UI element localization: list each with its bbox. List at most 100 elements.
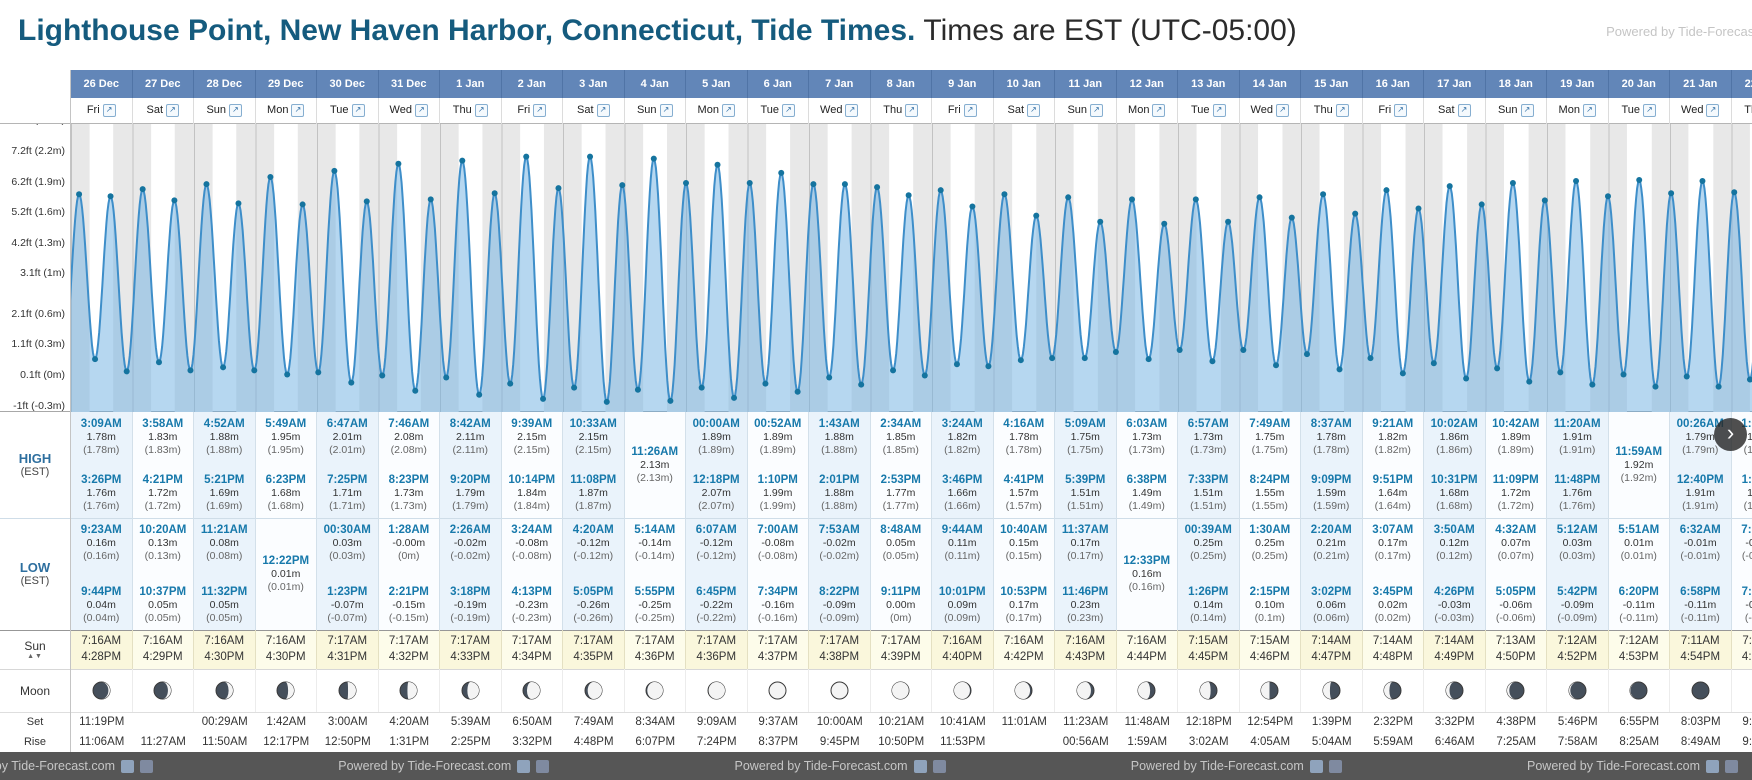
date-header-cell[interactable]: 1 Jan [440, 70, 502, 98]
date-header-cell[interactable]: 4 Jan [624, 70, 686, 98]
expand-day-icon[interactable]: ↗ [474, 104, 488, 117]
date-header-cell[interactable]: 20 Jan [1608, 70, 1670, 98]
expand-day-icon[interactable]: ↗ [414, 104, 428, 117]
tide-height: 2.07m [701, 487, 731, 499]
date-header-cell[interactable]: 12 Jan [1116, 70, 1178, 98]
tide-height-alt: (0m) [397, 550, 420, 562]
tide-height: 0.09m [947, 599, 977, 611]
expand-day-icon[interactable]: ↗ [1457, 104, 1471, 117]
expand-day-icon[interactable]: ↗ [963, 104, 977, 117]
date-header-cell[interactable]: 10 Jan [993, 70, 1055, 98]
date-header-cell[interactable]: 5 Jan [686, 70, 748, 98]
expand-day-icon[interactable]: ↗ [1520, 104, 1534, 117]
social-icon[interactable] [1309, 759, 1323, 773]
date-header-cell[interactable]: 17 Jan [1424, 70, 1486, 98]
date-header-cell[interactable]: 7 Jan [809, 70, 871, 98]
video-icon[interactable] [536, 759, 550, 773]
expand-day-icon[interactable]: ↗ [533, 104, 547, 117]
tide-height: 1.68m [271, 487, 301, 499]
moonset-cell: 5:39AM [440, 712, 502, 732]
sunset-time: 4:36PM [696, 651, 737, 663]
tide-time: 4:41PM [1003, 474, 1044, 486]
expand-day-icon[interactable]: ↗ [1394, 104, 1408, 117]
expand-day-icon[interactable]: ↗ [721, 104, 735, 117]
expand-day-icon[interactable]: ↗ [1027, 104, 1040, 117]
tide-time: 2:21PM [388, 586, 429, 598]
video-icon[interactable] [1328, 759, 1342, 773]
date-header-cell[interactable]: 19 Jan [1547, 70, 1609, 98]
expand-day-icon[interactable]: ↗ [1212, 104, 1226, 117]
date-header-cell[interactable]: 9 Jan [932, 70, 994, 98]
social-icon[interactable] [121, 759, 134, 773]
tide-height-alt: (0.23m) [1067, 612, 1104, 624]
next-days-button[interactable]: › [1714, 418, 1747, 451]
video-icon[interactable] [1725, 759, 1738, 773]
tide-height-alt: (-0.07m) [327, 612, 368, 624]
tide-height: -0.12m [576, 537, 610, 549]
date-header-cell[interactable]: 13 Jan [1178, 70, 1240, 98]
moonset-cell: 4:38PM [1485, 712, 1547, 732]
sunrise-time: 7:17AM [327, 635, 368, 647]
high-tide-cell: 3:58AM 1.83m (1.83m) 4:21PM 1.72m (1.72m) [132, 412, 194, 518]
weekday-cell: Sat ↗ [563, 98, 625, 124]
sunrise-time: 7:12AM [1618, 635, 1659, 647]
sun-times-cell: 7:16AM 4:30PM [255, 630, 317, 669]
date-header-cell[interactable]: 16 Jan [1362, 70, 1424, 98]
expand-day-icon[interactable]: ↗ [845, 104, 859, 117]
tide-height-alt: (0.08m) [206, 550, 243, 562]
sun-times-cell: 7:17AM 4:36PM [624, 630, 686, 669]
tide-height-alt: (-0.11m) [1619, 612, 1659, 624]
date-header-cell[interactable]: 3 Jan [563, 70, 625, 98]
expand-day-icon[interactable]: ↗ [1152, 104, 1166, 117]
tide-height-alt: (-0.15m) [388, 612, 429, 624]
date-header-cell[interactable]: 26 Dec [71, 70, 133, 98]
date-header-cell[interactable]: 11 Jan [1055, 70, 1117, 98]
date-header-cell[interactable]: 15 Jan [1301, 70, 1363, 98]
expand-day-icon[interactable]: ↗ [659, 104, 673, 117]
expand-day-icon[interactable]: ↗ [1090, 104, 1104, 117]
expand-day-icon[interactable]: ↗ [596, 104, 610, 117]
date-header-cell[interactable]: 29 Dec [255, 70, 317, 98]
video-icon[interactable] [140, 759, 153, 773]
date-header-cell[interactable]: 27 Dec [132, 70, 194, 98]
tide-height: -0.10m [1745, 599, 1752, 611]
moon-phase-cell [1608, 669, 1670, 712]
date-header-cell[interactable]: 6 Jan [747, 70, 809, 98]
video-icon[interactable] [932, 759, 946, 773]
date-header-cell[interactable]: 2 Jan [501, 70, 563, 98]
sunrise-time: 7:11AM [1742, 635, 1752, 647]
expand-day-icon[interactable]: ↗ [291, 104, 305, 117]
date-header-cell[interactable]: 14 Jan [1239, 70, 1301, 98]
expand-day-icon[interactable]: ↗ [1582, 104, 1596, 117]
expand-day-icon[interactable]: ↗ [782, 104, 796, 117]
expand-day-icon[interactable]: ↗ [351, 104, 365, 117]
expand-day-icon[interactable]: ↗ [1706, 104, 1720, 117]
date-header-cell[interactable]: 18 Jan [1485, 70, 1547, 98]
date-header-cell[interactable]: 21 Jan [1670, 70, 1732, 98]
sunset-time: 4:37PM [757, 651, 798, 663]
expand-day-icon[interactable]: ↗ [905, 104, 919, 117]
expand-day-icon[interactable]: ↗ [1275, 104, 1289, 117]
tide-events: 1:43AM 1.88m (1.88m) 2:01PM 1.88m (1.88m) [809, 412, 870, 518]
tide-height: 0.05m [886, 537, 916, 549]
date-header-cell[interactable]: 8 Jan [870, 70, 932, 98]
weekday-cell: Fri ↗ [501, 98, 563, 124]
expand-day-icon[interactable]: ↗ [1643, 104, 1657, 117]
date-header-cell[interactable]: 30 Dec [317, 70, 379, 98]
expand-day-icon[interactable]: ↗ [102, 104, 116, 117]
date-header-cell[interactable]: 31 Dec [378, 70, 440, 98]
tide-events: 9:23AM 0.16m (0.16m) 9:44PM 0.04m (0.04m) [71, 518, 132, 630]
row-label-gutter: 8.2ft (2.5m) 7.2ft (2.2m) 6.2ft (1.9m) 5.2f… [0, 70, 71, 752]
social-icon[interactable] [913, 759, 927, 773]
social-icon[interactable] [517, 759, 531, 773]
date-header-cell[interactable]: 28 Dec [194, 70, 256, 98]
date-header-cell[interactable]: 22 Jan [1731, 70, 1752, 98]
expand-day-icon[interactable]: ↗ [1335, 104, 1349, 117]
moonset-cell: 10:21AM [870, 712, 932, 732]
tide-event: 10:01PM 0.09m (0.09m) [932, 585, 993, 625]
social-icon[interactable] [1706, 759, 1719, 773]
tide-events: 9:21AM 1.82m (1.82m) 9:51PM 1.64m (1.64m) [1363, 412, 1424, 518]
expand-day-icon[interactable]: ↗ [229, 104, 243, 117]
expand-day-icon[interactable]: ↗ [166, 104, 179, 117]
